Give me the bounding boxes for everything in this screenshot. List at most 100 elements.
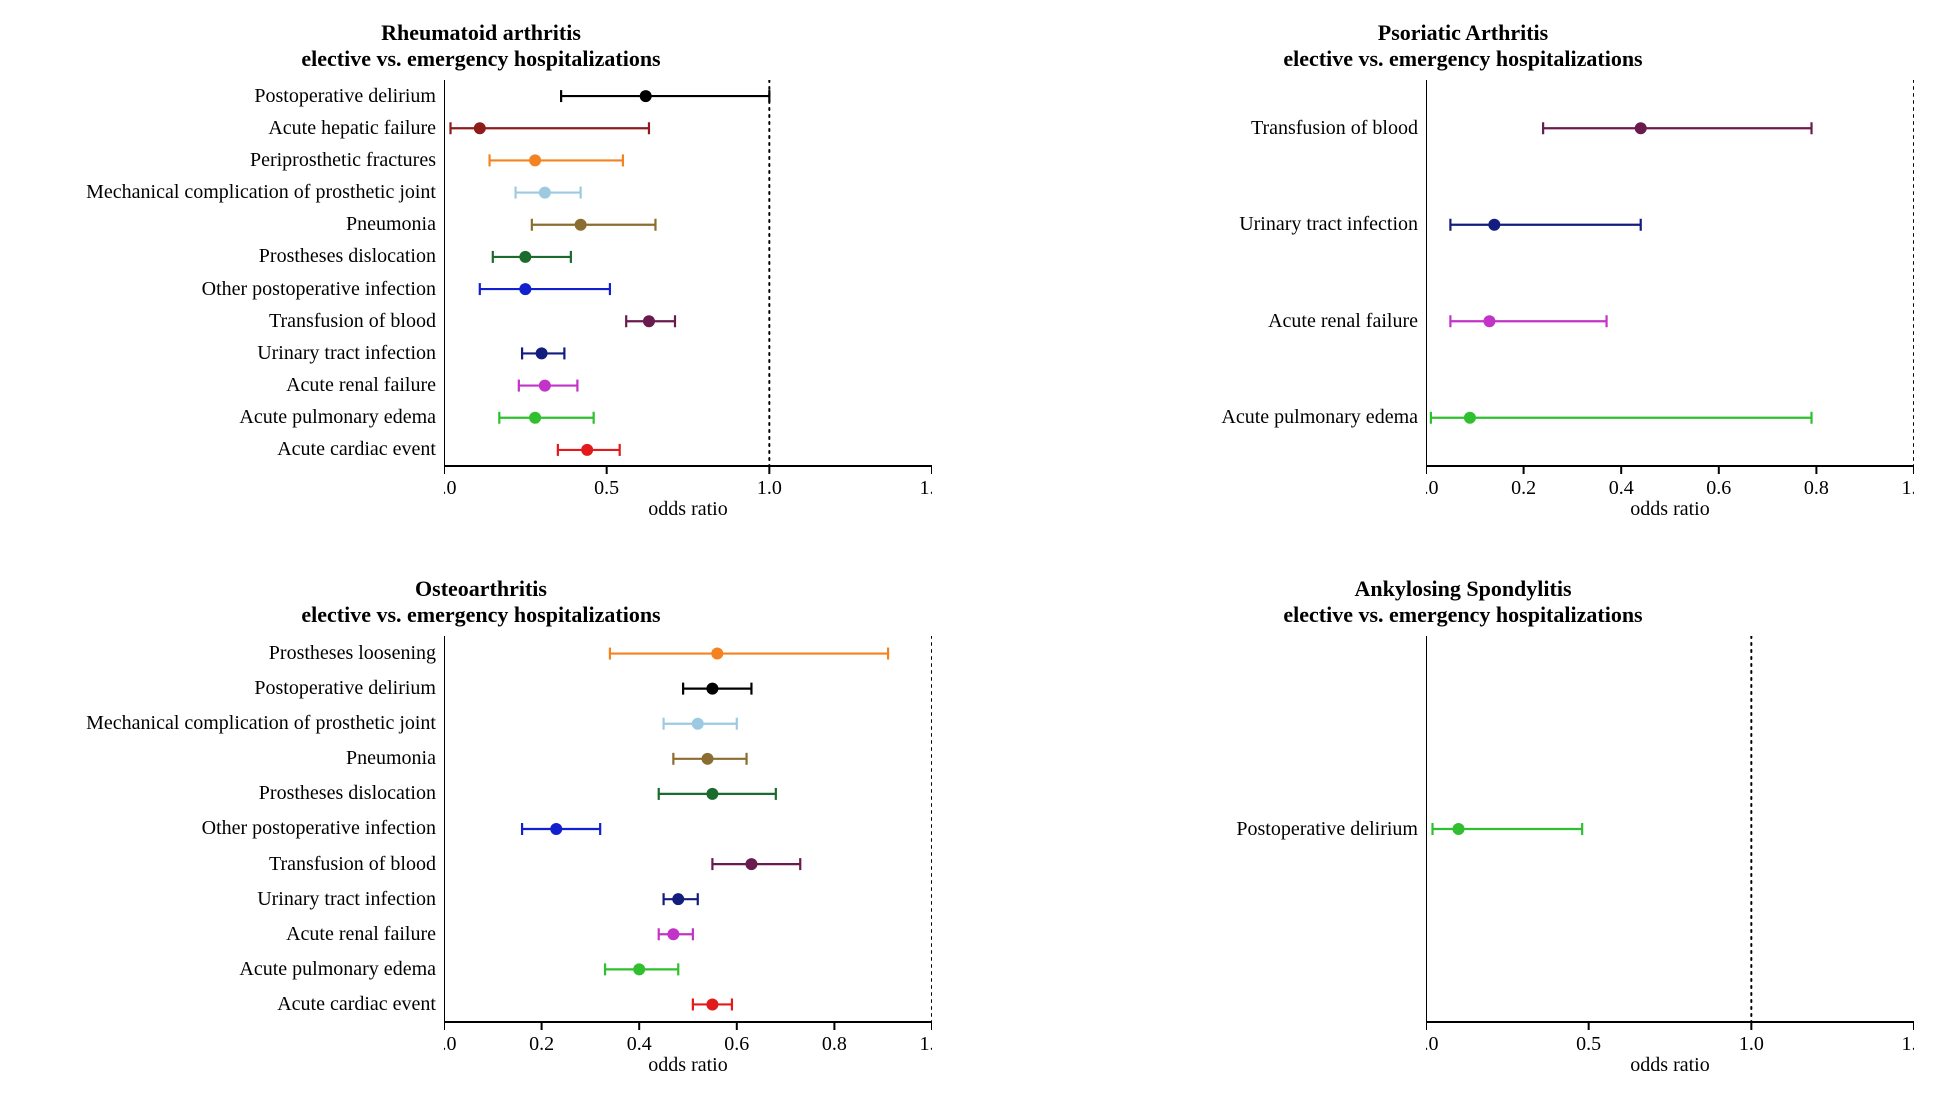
- x-tick-label: 0.4: [627, 1033, 652, 1055]
- point-estimate: [539, 380, 551, 392]
- forest-series: [605, 963, 678, 975]
- point-estimate: [529, 412, 541, 424]
- panel-title-line-1: Osteoarthritis: [20, 576, 942, 602]
- point-estimate: [692, 718, 704, 730]
- forest-series: [1431, 412, 1812, 424]
- forest-series: [522, 347, 564, 359]
- x-tick-label: 0.6: [1706, 477, 1731, 499]
- forest-plot-svg: 0.00.20.40.60.81.0: [1426, 80, 1914, 516]
- series-label: Periprosthetic fractures: [20, 149, 436, 172]
- forest-series: [532, 219, 656, 231]
- forest-series: [516, 187, 581, 199]
- point-estimate: [529, 154, 541, 166]
- forest-series: [558, 444, 620, 456]
- panel-title-line-1: Ankylosing Spondylitis: [1002, 576, 1924, 602]
- panel-osteoarthritis: Osteoarthritiselective vs. emergency hos…: [20, 576, 942, 1092]
- series-label: Urinary tract infection: [20, 888, 436, 911]
- panel-title: Psoriatic Arthritiselective vs. emergenc…: [1002, 20, 1924, 73]
- forest-series: [499, 412, 593, 424]
- series-label: Acute renal failure: [20, 923, 436, 946]
- series-label: Acute hepatic failure: [20, 117, 436, 140]
- point-estimate: [672, 893, 684, 905]
- forest-plot-svg: 0.00.20.40.60.81.0: [444, 636, 932, 1072]
- series-label: Mechanical complication of prosthetic jo…: [20, 181, 436, 204]
- series-label: Postoperative delirium: [1002, 818, 1418, 841]
- point-estimate: [745, 858, 757, 870]
- panel-title: Ankylosing Spondylitiselective vs. emerg…: [1002, 576, 1924, 629]
- forest-series: [519, 380, 578, 392]
- point-estimate: [643, 315, 655, 327]
- forest-series: [493, 251, 571, 263]
- x-tick-label: 0.5: [594, 477, 619, 499]
- x-tick-label: 0.8: [1804, 477, 1829, 499]
- forest-series: [626, 315, 675, 327]
- point-estimate: [539, 187, 551, 199]
- series-label: Acute renal failure: [1002, 310, 1418, 333]
- plot-region: 0.00.20.40.60.81.0: [444, 636, 932, 1072]
- point-estimate: [640, 90, 652, 102]
- series-label: Acute cardiac event: [20, 438, 436, 461]
- forest-series: [683, 683, 751, 695]
- series-label: Acute renal failure: [20, 374, 436, 397]
- forest-series: [1450, 219, 1640, 231]
- forest-plot-svg: 0.00.51.01.5: [444, 80, 932, 516]
- panel-title-line-2: elective vs. emergency hospitalizations: [20, 602, 942, 628]
- point-estimate: [581, 444, 593, 456]
- series-label: Transfusion of blood: [20, 853, 436, 876]
- forest-series: [664, 893, 698, 905]
- series-label: Acute pulmonary edema: [20, 958, 436, 981]
- panel-title-line-2: elective vs. emergency hospitalizations: [1002, 602, 1924, 628]
- x-axis-label: odds ratio: [444, 1054, 932, 1077]
- x-tick-label: 0.0: [1426, 477, 1439, 499]
- forest-series: [1543, 122, 1811, 134]
- panel-title: Rheumatoid arthritiselective vs. emergen…: [20, 20, 942, 73]
- point-estimate: [702, 753, 714, 765]
- series-label: Transfusion of blood: [1002, 117, 1418, 140]
- point-estimate: [1453, 823, 1465, 835]
- axes: 0.00.51.01.5: [1426, 636, 1914, 1055]
- x-tick-label: 0.5: [1576, 1033, 1601, 1055]
- point-estimate: [550, 823, 562, 835]
- forest-plot-svg: 0.00.51.01.5: [1426, 636, 1914, 1072]
- panel-title-line-2: elective vs. emergency hospitalizations: [20, 46, 942, 72]
- x-tick-label: 0.0: [444, 477, 457, 499]
- plot-region: 0.00.51.01.5: [444, 80, 932, 516]
- point-estimate: [1464, 412, 1476, 424]
- x-tick-label: 1.0: [1739, 1033, 1764, 1055]
- forest-series: [712, 858, 800, 870]
- forest-series: [673, 753, 746, 765]
- x-tick-label: 0.2: [1511, 477, 1536, 499]
- x-tick-label: 1.5: [1902, 1033, 1915, 1055]
- panel-title-line-1: Rheumatoid arthritis: [20, 20, 942, 46]
- series-label: Prostheses dislocation: [20, 245, 436, 268]
- point-estimate: [519, 283, 531, 295]
- panel-ankylosing-spondylitis: Ankylosing Spondylitiselective vs. emerg…: [1002, 576, 1924, 1092]
- point-estimate: [1635, 122, 1647, 134]
- point-estimate: [711, 648, 723, 660]
- panel-rheumatoid-arthritis: Rheumatoid arthritiselective vs. emergen…: [20, 20, 942, 536]
- y-axis-labels: Postoperative delirium Acute hepatic fail…: [20, 80, 436, 466]
- point-estimate: [706, 998, 718, 1010]
- panel-psoriatic-arthritis: Psoriatic Arthritiselective vs. emergenc…: [1002, 20, 1924, 536]
- x-tick-label: 1.0: [920, 1033, 933, 1055]
- series-label: Other postoperative infection: [20, 278, 436, 301]
- x-axis-label: odds ratio: [1426, 1054, 1914, 1077]
- series-label: Acute cardiac event: [20, 993, 436, 1016]
- x-tick-label: 0.6: [724, 1033, 749, 1055]
- series-label: Acute pulmonary edema: [1002, 406, 1418, 429]
- series-label: Acute pulmonary edema: [20, 406, 436, 429]
- point-estimate: [474, 122, 486, 134]
- y-axis-labels: Prostheses looseningPostoperative deliri…: [20, 636, 436, 1022]
- x-axis-label: odds ratio: [1426, 498, 1914, 521]
- point-estimate: [519, 251, 531, 263]
- point-estimate: [667, 928, 679, 940]
- series-label: Postoperative delirium: [20, 677, 436, 700]
- forest-series: [490, 154, 623, 166]
- series-label: Postoperative delirium: [20, 85, 436, 108]
- y-axis-labels: Postoperative delirium: [1002, 636, 1418, 1022]
- x-tick-label: 1.5: [920, 477, 933, 499]
- forest-series: [659, 928, 693, 940]
- forest-series: [561, 90, 769, 102]
- point-estimate: [706, 788, 718, 800]
- forest-series: [693, 998, 732, 1010]
